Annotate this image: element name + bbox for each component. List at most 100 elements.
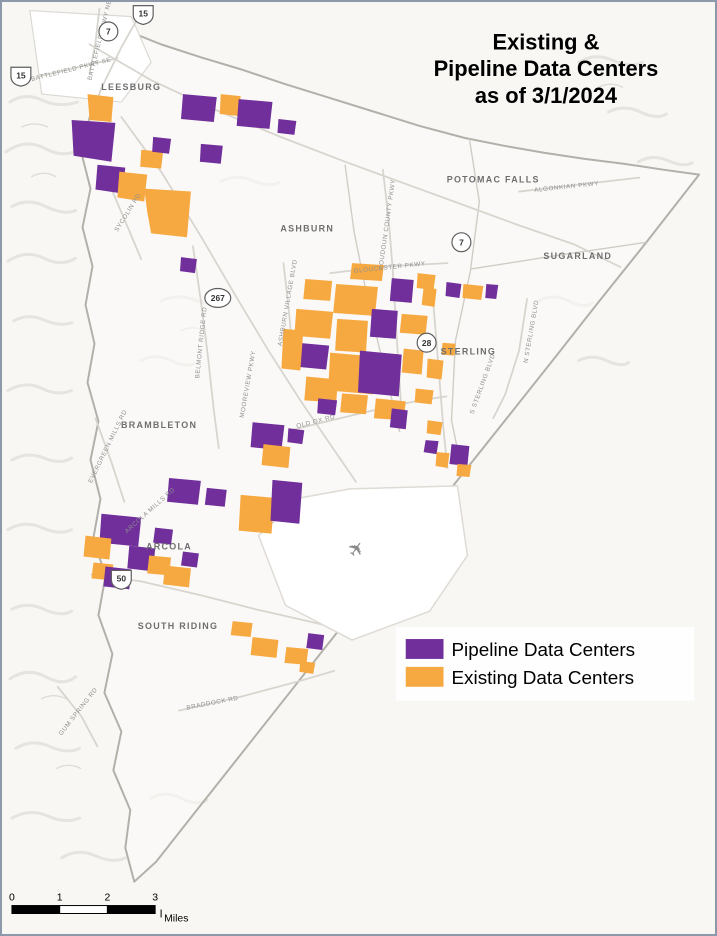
leesburg-town-area [29,9,152,103]
place-label: STERLING [441,347,497,357]
legend-background [395,627,695,701]
existing-datacenter-polygon [117,171,148,202]
existing-datacenter-polygon [456,464,472,477]
state-route-shield-shape [98,21,119,42]
scale-tick-1: 1 [57,893,63,904]
state-route-shield-shape [451,232,472,253]
pipeline-datacenter-polygon [270,479,303,524]
route-shield: 15 [132,4,154,26]
map-title-line1: Existing & [493,29,600,54]
route-number: 50 [117,574,127,584]
existing-datacenter-polygon [462,284,484,300]
existing-datacenter-polygon [230,621,253,638]
road-line [56,685,99,748]
legend-label-pipeline: Pipeline Data Centers [451,640,635,661]
existing-datacenter-polygon [304,376,339,403]
scale-segment [106,905,156,914]
existing-datacenter-polygon [435,452,450,468]
existing-datacenter-polygon [333,284,378,316]
existing-datacenter-polygon [140,149,164,169]
shield-layer: 15 7 15 267 7 28 50 [10,4,472,590]
legend-swatch-existing [405,666,444,687]
existing-datacenter-polygon [163,565,191,588]
county-boundary [79,23,701,883]
pipeline-datacenter-polygon [277,118,297,135]
existing-datacenter-polygon [284,646,309,665]
pipeline-datacenter-polygon [167,477,201,505]
pipeline-datacenter-polygon [287,428,305,445]
road-line [178,669,336,712]
existing-datacenter-polygon [87,94,114,122]
pipeline-datacenter-polygon [306,633,325,650]
existing-datacenter-polygon [426,420,443,436]
existing-datacenter-polygon [144,188,191,238]
place-label: ARCOLA [146,542,192,552]
pipeline-datacenter-polygon [236,99,273,129]
dulles-airport-area [257,485,469,641]
place-label-layer: LEESBURG ASHBURN POTOMAC FALLS SUGARLAND STE… [101,82,611,631]
scale-segment [11,905,61,914]
pipeline-datacenter-polygon [485,284,499,299]
legend-swatch-pipeline [405,639,444,659]
place-label: BRAMBLETON [121,420,197,430]
datacenter-layer [71,94,499,674]
pipeline-datacenter-polygon [389,408,408,430]
existing-datacenter-polygon [350,263,384,282]
route-shield: 267 [204,287,232,308]
pipeline-datacenter-polygon [99,513,142,547]
map-title: Existing & Pipeline Data Centers as of 3… [434,29,659,108]
road-line [492,298,528,420]
existing-datacenter-polygon [219,94,241,116]
route-number: 15 [16,70,26,80]
place-label: SOUTH RIDING [138,621,219,631]
pipeline-datacenter-polygon [295,342,330,370]
road-line [38,57,119,78]
road-line [192,245,220,450]
pipeline-datacenter-polygon [358,350,402,397]
legend-label-existing: Existing Data Centers [451,668,634,689]
existing-datacenter-polygon [414,388,434,405]
scale-bar: 0 1 2 3 Miles [9,893,188,925]
road-line [518,176,641,193]
pipeline-datacenter-polygon [445,282,462,298]
place-label: POTOMAC FALLS [447,175,540,185]
existing-datacenter-polygon [426,358,444,380]
existing-datacenter-polygon [261,444,291,468]
route-number: 7 [459,237,464,247]
pipeline-datacenter-polygon [423,440,439,455]
pipeline-datacenter-polygon [180,94,217,122]
existing-datacenter-polygon [421,287,437,307]
route-shield: 7 [98,21,119,42]
existing-datacenter-polygon [399,313,428,335]
existing-datacenter-polygon [299,660,316,674]
road-line [106,178,143,261]
route-number: 28 [422,338,432,348]
map-title-line2: Pipeline Data Centers [434,56,659,81]
existing-datacenter-polygon [416,273,436,290]
district-boundary-line [470,241,647,270]
us-route-shield-shape [110,569,132,590]
road-line [120,116,357,483]
state-route-shield-shape [416,332,437,353]
state-route-shield-shape [204,287,232,308]
pipeline-datacenter-polygon [389,278,414,303]
scale-tick-0: 0 [9,893,15,904]
place-label: ASHBURN [280,223,334,233]
route-shield: 28 [416,332,437,353]
pipeline-datacenter-polygon [204,487,227,507]
pipeline-datacenter-polygon [317,398,338,416]
pipeline-datacenter-polygon [449,444,470,467]
road-line [430,282,449,469]
scale-tick-3: 3 [152,893,158,904]
existing-datacenter-polygon [281,328,304,371]
pipeline-datacenter-polygon [152,136,172,154]
existing-datacenter-polygon [250,637,279,658]
pipeline-datacenter-polygon [369,308,398,339]
route-number: 267 [211,293,225,303]
existing-datacenter-polygon [335,318,368,353]
existing-datacenter-polygon [340,393,368,415]
pipeline-datacenter-polygon [153,527,174,545]
route-shield: 15 [10,66,32,87]
